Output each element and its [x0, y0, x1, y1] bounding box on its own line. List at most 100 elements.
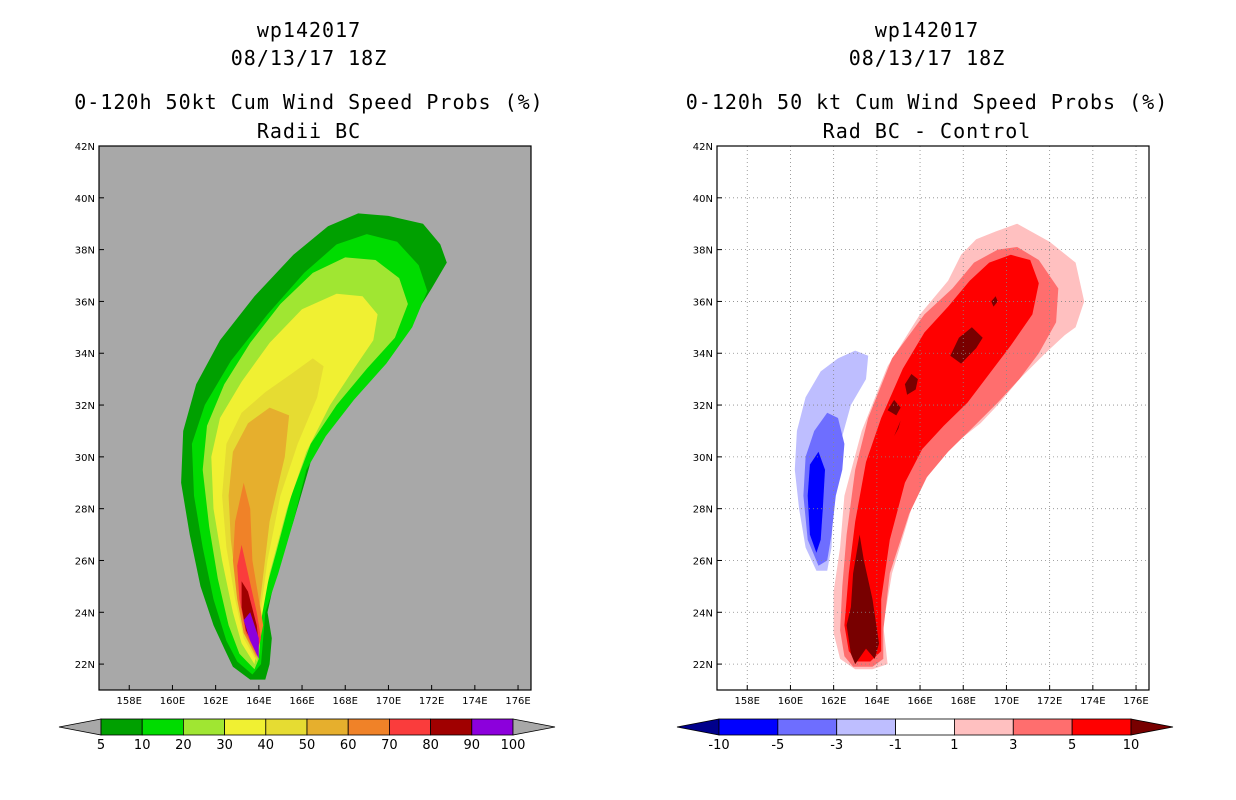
colorbar: -10 -5 -3 -1 1 3 5 10: [676, 718, 1174, 753]
contour-level-10-7: [950, 327, 983, 364]
plot-frame: [98, 145, 532, 691]
contour-level-neg5-2: [807, 451, 825, 553]
colorbar-label-80: 80: [422, 738, 439, 753]
x-tick-label-174E: 174E: [1080, 696, 1105, 707]
colorbar-label-1: 1: [950, 738, 958, 753]
colorbar-bin-0: [100, 718, 143, 736]
y-tick-label-38N: 38N: [693, 246, 713, 257]
y-tick-label-40N: 40N: [75, 194, 95, 205]
left-header-storm-id: wp142017: [256, 18, 362, 42]
colorbar-label-60: 60: [340, 738, 357, 753]
colorbar-bin-2: [836, 718, 896, 736]
colorbar-label-3: 3: [1009, 738, 1017, 753]
colorbar-bin-1: [777, 718, 838, 736]
x-tick-label-176E: 176E: [1123, 696, 1148, 707]
colorbar-label--5: -5: [771, 738, 784, 753]
y-tick-label-28N: 28N: [75, 505, 95, 516]
y-tick-label-32N: 32N: [75, 401, 95, 412]
right-header-storm-id: wp142017: [874, 18, 980, 42]
right-chart-panel: wp142017 08/13/17 18Z 0-120h 50 kt Cum W…: [618, 0, 1236, 800]
y-tick-label-26N: 26N: [75, 556, 95, 567]
left-chart-subtitle: Radii BC: [256, 119, 362, 143]
y-tick-label-32N: 32N: [693, 401, 713, 412]
x-tick-label-166E: 166E: [907, 696, 932, 707]
x-tick-label-174E: 174E: [462, 696, 487, 707]
x-tick-label-176E: 176E: [505, 696, 530, 707]
y-tick-label-36N: 36N: [693, 297, 713, 308]
x-tick-label-160E: 160E: [778, 696, 803, 707]
y-tick-label-28N: 28N: [693, 505, 713, 516]
colorbar-bin-4: [954, 718, 1014, 736]
y-tick-label-30N: 30N: [693, 453, 713, 464]
left-chart-title: 0-120h 50kt Cum Wind Speed Probs (%): [74, 90, 544, 114]
x-tick-label-170E: 170E: [994, 696, 1019, 707]
contour-level-10-11: [991, 296, 998, 307]
y-tick-label-30N: 30N: [75, 453, 95, 464]
right-chart-svg: 158E 160E 162E 164E 166E 168E 170E 172E 174E 176E…: [676, 142, 1174, 753]
colorbar-over-triangle: [1130, 718, 1174, 736]
colorbar-label-20: 20: [175, 738, 192, 753]
contour-layer: [794, 223, 1085, 670]
left-chart-panel: wp142017 08/13/17 18Z 0-120h 50kt Cum Wi…: [58, 18, 556, 753]
x-tick-label-168E: 168E: [333, 696, 358, 707]
y-tick-label-34N: 34N: [75, 349, 95, 360]
y-tick-label-40N: 40N: [693, 194, 713, 205]
colorbar-under-triangle: [676, 718, 720, 736]
colorbar-bin-6: [347, 718, 390, 736]
x-tick-label-162E: 162E: [821, 696, 846, 707]
x-tick-label-170E: 170E: [376, 696, 401, 707]
x-tick-label-164E: 164E: [864, 696, 889, 707]
colorbar-bin-6: [1071, 718, 1132, 736]
right-chart-title: 0-120h 50 kt Cum Wind Speed Probs (%): [685, 90, 1169, 114]
y-tick-label-24N: 24N: [693, 608, 713, 619]
left-chart-svg: 158E 160E 162E 164E 166E 168E 170E 172E 174E 176E…: [58, 142, 556, 753]
colorbar-label-10: 10: [1123, 738, 1140, 753]
x-tick-label-164E: 164E: [246, 696, 271, 707]
contour-level-10-8: [904, 374, 918, 395]
colorbar-bin-8: [430, 718, 473, 736]
colorbar-label-10: 10: [134, 738, 151, 753]
colorbar-bin-3: [224, 718, 267, 736]
y-tick-label-22N: 22N: [75, 660, 95, 671]
right-chart-subtitle: Rad BC - Control: [822, 119, 1032, 143]
y-tick-label-42N: 42N: [75, 142, 95, 153]
colorbar-bin-7: [388, 718, 431, 736]
contour-level-90-9: [243, 612, 259, 659]
right-header-datetime: 08/13/17 18Z: [848, 46, 1006, 70]
left-header-datetime: 08/13/17 18Z: [230, 46, 388, 70]
x-tick-label-172E: 172E: [1037, 696, 1062, 707]
y-tick-label-26N: 26N: [693, 556, 713, 567]
colorbar: 5 10 20 30 40 50 60 70 80 90 100: [58, 718, 556, 753]
colorbar-bin-2: [182, 718, 225, 736]
colorbar-label-30: 30: [216, 738, 233, 753]
colorbar-bin-5: [1012, 718, 1073, 736]
colorbar-label--3: -3: [830, 738, 843, 753]
x-tick-label-172E: 172E: [419, 696, 444, 707]
colorbar-bin-4: [265, 718, 308, 736]
colorbar-bin-9: [471, 718, 514, 736]
colorbar-label-5: 5: [1068, 738, 1076, 753]
colorbar-bin-0: [718, 718, 779, 736]
colorbar-label-40: 40: [258, 738, 275, 753]
colorbar-label--1: -1: [889, 738, 902, 753]
y-tick-label-36N: 36N: [75, 297, 95, 308]
contour-layer: [181, 213, 447, 680]
contour-level-10-9: [887, 399, 901, 416]
gridlines: [717, 145, 1149, 690]
y-tick-label-38N: 38N: [75, 246, 95, 257]
colorbar-label-50: 50: [299, 738, 316, 753]
colorbar-label-5: 5: [97, 738, 105, 753]
x-tick-label-158E: 158E: [117, 696, 142, 707]
y-tick-label-34N: 34N: [693, 349, 713, 360]
y-tick-label-42N: 42N: [693, 142, 713, 153]
x-tick-label-168E: 168E: [951, 696, 976, 707]
colorbar-bin-5: [306, 718, 349, 736]
x-tick-label-166E: 166E: [289, 696, 314, 707]
colorbar-label-90: 90: [464, 738, 481, 753]
contour-level-10-6: [846, 534, 879, 665]
colorbar-bin-3: [895, 718, 955, 736]
contour-level-5-5: [844, 254, 1039, 662]
colorbar-label-100: 100: [501, 738, 526, 753]
colorbar-label-70: 70: [381, 738, 398, 753]
colorbar-bin-1: [141, 718, 184, 736]
